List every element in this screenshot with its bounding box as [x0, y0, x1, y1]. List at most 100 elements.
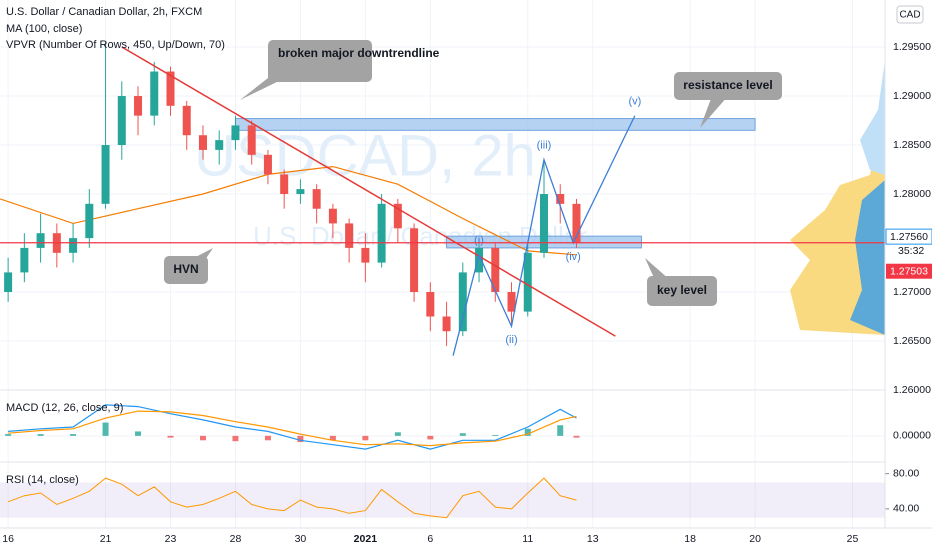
y-tick-label: 1.28500	[893, 139, 931, 151]
last-price-box	[886, 263, 932, 279]
macd-histogram-bar	[37, 434, 44, 436]
macd-histogram-bar	[232, 435, 239, 442]
x-tick-label: 25	[847, 533, 859, 545]
ma-line	[0, 165, 577, 256]
callout: resistance level	[674, 72, 782, 128]
macd-histogram-bar	[492, 434, 499, 436]
x-tick-label: 18	[684, 533, 696, 545]
macd-histogram-bar	[199, 435, 206, 441]
wave-label: (iv)	[566, 251, 581, 263]
candle-body	[556, 194, 565, 204]
candle-body	[539, 194, 548, 253]
currency[interactable]: CAD	[899, 10, 920, 21]
candle-body	[150, 71, 159, 116]
macd-histogram-bar	[135, 431, 142, 436]
rsi-band	[0, 482, 885, 518]
watermark: USDCAD, 2h	[194, 123, 536, 188]
wave-label: (ii)	[505, 334, 517, 346]
last-price-label: 1.27503	[890, 266, 928, 278]
candle-body	[182, 105, 191, 136]
x-tick-label: 21	[100, 533, 112, 545]
macd-histogram-bar	[167, 435, 174, 438]
x-tick-label: 16	[2, 533, 14, 545]
candle-body	[507, 292, 516, 312]
x-tick-label: 30	[295, 533, 307, 545]
macd-histogram-bar	[70, 434, 77, 436]
chart-title: U.S. Dollar / Canadian Dollar, 2h, FXCM	[6, 6, 202, 18]
macd-histogram-bar	[297, 435, 304, 443]
x-tick-label: 13	[587, 533, 599, 545]
macd-histogram-bar	[5, 434, 12, 436]
macd-line	[8, 410, 577, 447]
currency-box[interactable]	[896, 5, 924, 24]
wave-label: (i)	[474, 235, 484, 247]
callout-text: resistance level	[683, 78, 772, 92]
indicator-label: MA (100, close)	[6, 23, 82, 35]
macd-histogram-bar	[557, 425, 564, 436]
bid-label: 1.27560	[890, 231, 928, 243]
wave-label: (iii)	[537, 140, 552, 152]
candle-body	[393, 203, 402, 229]
indicator-label: VPVR (Number Of Rows, 450, Up/Down, 70)	[6, 39, 225, 51]
candle-body	[198, 135, 207, 150]
candle-body	[101, 145, 110, 204]
candle-body	[523, 252, 532, 312]
rsi-title: RSI (14, close)	[6, 474, 79, 486]
candle-body	[117, 96, 126, 146]
candle-body	[263, 154, 272, 175]
callout: HVN	[164, 248, 213, 284]
candle-body	[296, 189, 305, 195]
y-tick-label: 1.26500	[893, 335, 931, 347]
trendline	[121, 46, 616, 337]
x-tick-label: 6	[427, 533, 433, 545]
candle-body	[426, 292, 435, 317]
macd-histogram-bar	[329, 435, 336, 441]
y-tick-label: 1.27000	[893, 286, 931, 298]
y-tick-label: 1.29000	[893, 90, 931, 102]
macd-line	[8, 404, 577, 450]
candle-body	[345, 223, 354, 248]
callout: key level	[645, 258, 717, 306]
candle-body	[361, 247, 370, 263]
candle-body	[215, 140, 224, 150]
y-tick-label: 80.00	[893, 467, 919, 479]
candle-body	[247, 125, 256, 155]
callout-text: HVN	[173, 262, 198, 276]
x-tick-label: 20	[749, 533, 761, 545]
macd-histogram-bar	[362, 435, 369, 441]
resistance-box	[234, 118, 756, 131]
macd-title: MACD (12, 26, close, 9)	[6, 402, 123, 414]
candle-body	[410, 228, 419, 293]
candle-body	[85, 203, 94, 239]
macd-histogram-bar	[459, 433, 466, 436]
axis-layer: 1.29500 1.29000 1.28500 1.28000 1.27000 1.265…	[2, 41, 932, 545]
countdown: 35:32	[898, 245, 924, 257]
x-tick-label: 11	[522, 533, 533, 545]
callout-text: key level	[657, 283, 707, 297]
x-tick-label: 28	[230, 533, 242, 545]
y-tick-label: 1.28000	[893, 188, 931, 200]
candle-body	[166, 71, 175, 106]
candle-body	[69, 238, 78, 253]
candle-body	[134, 96, 143, 116]
rsi-line	[7, 477, 577, 519]
y-tick-label: 0.00000	[893, 430, 931, 442]
x-tick-label: 2021	[354, 533, 378, 545]
candle-body	[312, 189, 321, 209]
volume-profile-hi	[860, 60, 885, 175]
candle-body	[377, 203, 386, 263]
volume-profile-down	[850, 180, 885, 335]
y-tick-label: 1.29500	[893, 41, 931, 53]
macd-histogram-bar	[524, 428, 531, 436]
candle-body	[442, 316, 451, 332]
callout: broken major downtrendline	[240, 40, 440, 100]
wave-label: (v)	[629, 96, 642, 108]
y-tick-label: 1.26000	[893, 384, 931, 396]
macd-histogram-bar	[264, 435, 271, 441]
candle-body	[328, 208, 337, 224]
candle-body	[20, 247, 29, 273]
candle-body	[458, 272, 467, 332]
x-tick-label: 23	[165, 533, 177, 545]
candle-body	[36, 233, 45, 248]
